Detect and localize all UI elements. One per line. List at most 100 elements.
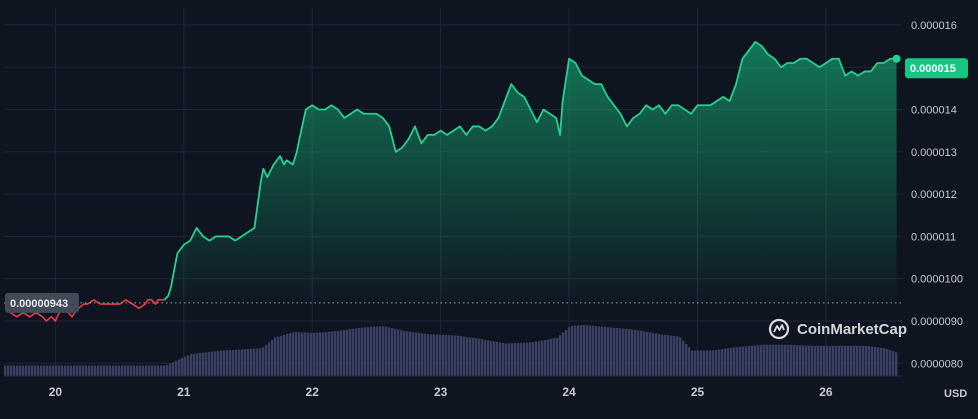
volume-bar <box>502 343 505 376</box>
volume-bar <box>532 342 535 376</box>
volume-bar <box>814 345 817 376</box>
volume-bar <box>310 332 313 376</box>
volume-bar <box>820 345 823 376</box>
volume-bar <box>799 345 802 376</box>
volume-bar <box>250 348 253 376</box>
volume-bar <box>298 332 301 376</box>
volume-bar <box>565 329 568 376</box>
current-price-label: 0.000015 <box>910 63 956 75</box>
volume-bar <box>64 365 67 376</box>
volume-bar <box>268 342 271 376</box>
last-price-dot <box>892 54 901 63</box>
volume-bar <box>499 342 502 376</box>
volume-bar <box>700 350 703 376</box>
watermark-text: CoinMarketCap <box>797 320 908 338</box>
volume-bar <box>283 334 286 376</box>
volume-bar <box>712 350 715 376</box>
volume-bar <box>481 339 484 376</box>
volume-bar <box>280 335 283 376</box>
x-tick-label: 20 <box>49 385 63 399</box>
volume-bar <box>607 327 610 376</box>
x-tick-label: 23 <box>434 385 448 399</box>
volume-bar <box>601 326 604 376</box>
volume-bar <box>34 365 37 376</box>
volume-bar <box>37 365 40 376</box>
volume-bar <box>586 325 589 376</box>
y-tick-label: 0.000011 <box>911 231 956 243</box>
volume-bar <box>328 331 331 376</box>
volume-bar <box>826 345 829 376</box>
volume-bar <box>739 346 742 376</box>
volume-bar <box>337 330 340 376</box>
volume-bar <box>13 365 16 376</box>
volume-bar <box>541 340 544 376</box>
y-tick-label: 0.000014 <box>911 105 957 117</box>
volume-bar <box>763 344 766 376</box>
volume-bar <box>589 325 592 376</box>
volume-bar <box>535 341 538 376</box>
volume-bar <box>694 350 697 376</box>
volume-bar <box>838 345 841 376</box>
volume-bar <box>223 350 226 376</box>
volume-bar <box>877 347 880 376</box>
volume-bar <box>604 326 607 376</box>
volume-bar <box>322 332 325 376</box>
x-tick-label: 21 <box>177 385 191 399</box>
volume-bar <box>817 345 820 376</box>
volume-bar <box>409 331 412 376</box>
volume-bar <box>436 334 439 376</box>
volume-bar <box>679 337 682 376</box>
price-area <box>164 41 897 303</box>
volume-bar <box>745 346 748 376</box>
volume-bar <box>325 331 328 376</box>
volume-bar <box>163 365 166 376</box>
volume-bar <box>754 345 757 376</box>
x-axis: 20 21 22 23 24 25 26 <box>4 375 903 399</box>
volume-bar <box>172 362 175 376</box>
volume-bar <box>442 334 445 376</box>
y-tick-label: 0.0000080 <box>911 358 963 370</box>
volume-bar <box>721 349 724 376</box>
volume-bar <box>544 339 547 376</box>
volume-bar <box>103 365 106 376</box>
volume-bar <box>361 327 364 376</box>
volume-bar <box>529 342 532 376</box>
volume-bar <box>100 365 103 376</box>
volume-bar <box>43 365 46 376</box>
volume-bar <box>781 344 784 376</box>
volume-bar <box>358 328 361 376</box>
volume-bar <box>469 337 472 376</box>
volume-bar <box>256 348 259 376</box>
volume-bar <box>262 347 265 376</box>
volume-bar <box>211 351 214 376</box>
volume-bar <box>241 349 244 376</box>
volume-bar <box>766 344 769 376</box>
volume-bar <box>55 365 58 376</box>
volume-bar <box>853 345 856 376</box>
volume-bar <box>247 348 250 376</box>
volume-bar <box>562 332 565 376</box>
volume-bar <box>10 365 13 376</box>
volume-bar <box>511 343 514 376</box>
volume-bar <box>88 365 91 376</box>
volume-bar <box>136 365 139 376</box>
volume-bar <box>730 347 733 376</box>
volume-bar <box>883 348 886 376</box>
volume-bar <box>277 336 280 376</box>
volume-bar <box>568 327 571 376</box>
volume-bar <box>319 332 322 376</box>
volume-bar <box>301 332 304 376</box>
volume-bar <box>376 326 379 376</box>
volume-bar <box>187 355 190 376</box>
volume-bar <box>292 332 295 376</box>
volume-bar <box>847 345 850 376</box>
volume-bar <box>208 352 211 376</box>
volume-bar <box>748 345 751 376</box>
volume-bar <box>619 328 622 376</box>
y-tick-label: 0.0000100 <box>911 274 963 286</box>
volume-bar <box>634 329 637 376</box>
volume-bar <box>559 335 562 376</box>
volume-bar <box>295 332 298 376</box>
